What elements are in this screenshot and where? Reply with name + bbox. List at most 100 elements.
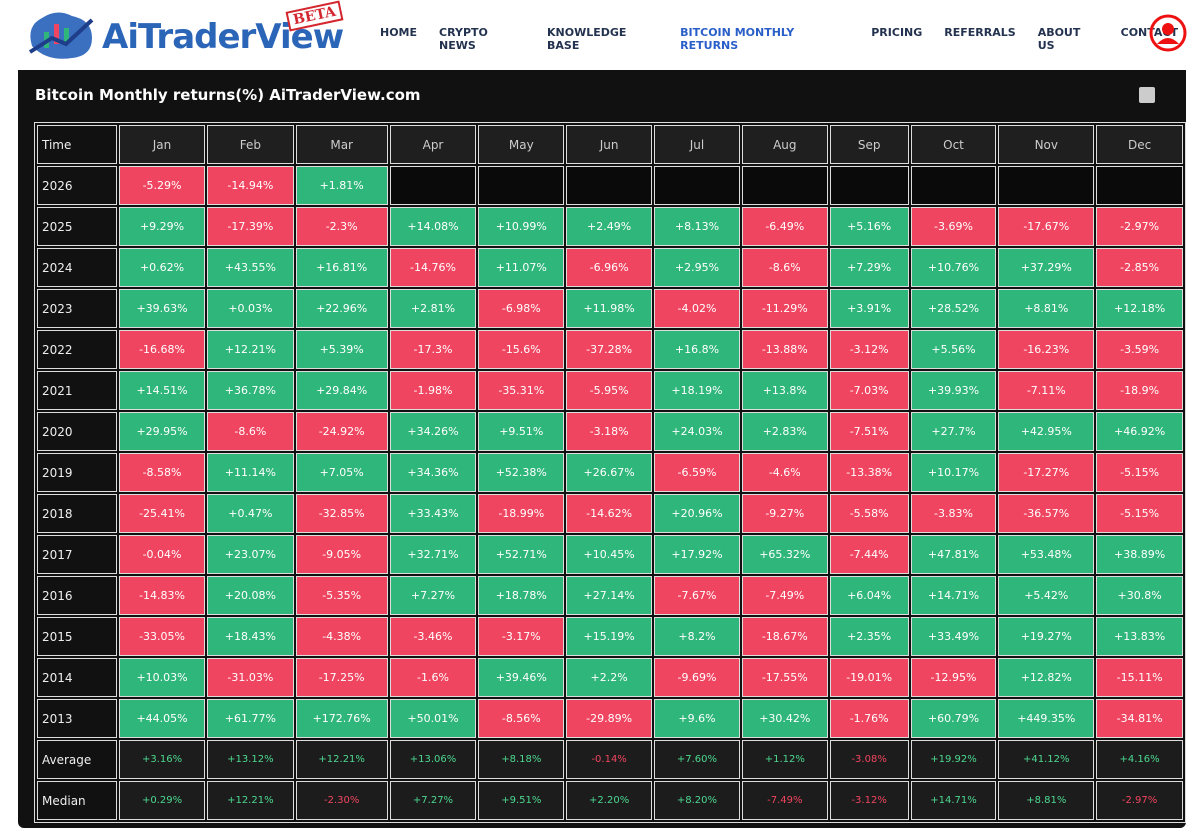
return-cell: +8.2% (654, 617, 740, 656)
return-cell: +7.27% (389, 576, 477, 615)
return-cell: -4.02% (654, 289, 740, 328)
return-cell: +172.76% (295, 699, 388, 738)
return-cell: +4.16% (1096, 740, 1183, 779)
return-cell: +8.81% (998, 289, 1095, 328)
return-cell: -4.6% (741, 453, 828, 492)
row-label: 2019 (37, 453, 118, 492)
return-cell: +39.93% (910, 371, 997, 410)
return-cell: -3.12% (829, 781, 909, 820)
nav-item[interactable]: BITCOIN MONTHLY RETURNS (680, 26, 795, 52)
return-cell: +11.14% (206, 453, 294, 492)
return-cell: -6.96% (566, 248, 653, 287)
return-cell: -8.6% (206, 412, 294, 451)
return-cell: -6.98% (478, 289, 565, 328)
return-cell: -7.49% (741, 781, 828, 820)
year-row: 2015 -33.05% +18.43% -4.38% -3.46% -3.17% +15.… (37, 617, 1183, 656)
return-cell: -37.28% (566, 330, 653, 369)
return-cell: -9.05% (295, 535, 388, 574)
return-cell: -14.76% (389, 248, 477, 287)
return-cell: -7.03% (829, 371, 909, 410)
nav-item[interactable]: HOME (380, 26, 418, 39)
return-cell: -14.83% (119, 576, 205, 615)
return-cell: -4.38% (295, 617, 388, 656)
return-cell: +27.14% (566, 576, 653, 615)
nav-item[interactable]: ABOUT US (1037, 26, 1081, 52)
return-cell: +29.84% (295, 371, 388, 410)
year-row: 2026 -5.29% -14.94% +1.81% (37, 166, 1183, 205)
row-label: 2022 (37, 330, 118, 369)
year-row: 2021 +14.51% +36.78% +29.84% -1.98% -35.31% -5… (37, 371, 1183, 410)
return-cell: -3.83% (910, 494, 997, 533)
return-cell: -3.18% (566, 412, 653, 451)
return-cell: +5.56% (910, 330, 997, 369)
return-cell: +52.38% (478, 453, 565, 492)
return-cell: -3.12% (829, 330, 909, 369)
row-label: 2013 (37, 699, 118, 738)
nav-item[interactable]: REFERRALS (944, 26, 1016, 39)
return-cell: -17.55% (741, 658, 828, 697)
return-cell: +1.81% (295, 166, 388, 205)
return-cell: +17.92% (654, 535, 740, 574)
column-header: Jul (654, 125, 740, 164)
return-cell: +0.62% (119, 248, 205, 287)
row-label: 2014 (37, 658, 118, 697)
header-row: Time Jan Feb Mar Apr May Jun Jul Aug Sep Oct Nov Dec (37, 125, 1183, 164)
return-cell: -11.29% (741, 289, 828, 328)
return-cell: +26.67% (566, 453, 653, 492)
return-cell: -18.99% (478, 494, 565, 533)
empty-cell (1096, 166, 1183, 205)
return-cell: -35.31% (478, 371, 565, 410)
return-cell: +9.51% (478, 412, 565, 451)
return-cell: -13.38% (829, 453, 909, 492)
return-cell: +14.51% (119, 371, 205, 410)
return-cell: +28.52% (910, 289, 997, 328)
return-cell: -19.01% (829, 658, 909, 697)
column-header: Aug (741, 125, 828, 164)
return-cell: -8.6% (741, 248, 828, 287)
return-cell: -7.44% (829, 535, 909, 574)
return-cell: +8.20% (654, 781, 740, 820)
return-cell: +0.47% (206, 494, 294, 533)
save-button[interactable] (1139, 87, 1155, 103)
nav-item[interactable]: PRICING (871, 26, 923, 39)
return-cell: -9.69% (654, 658, 740, 697)
return-cell: -13.88% (741, 330, 828, 369)
return-cell: -33.05% (119, 617, 205, 656)
row-label: 2015 (37, 617, 118, 656)
nav-item[interactable]: KNOWLEDGE BASE (547, 26, 627, 52)
return-cell: +12.18% (1096, 289, 1183, 328)
logo-text[interactable]: AiTraderView (102, 17, 344, 57)
return-cell: +34.36% (389, 453, 477, 492)
return-cell: -24.92% (295, 412, 388, 451)
return-cell: -5.29% (119, 166, 205, 205)
return-cell: -2.3% (295, 207, 388, 246)
return-cell: -2.85% (1096, 248, 1183, 287)
empty-cell (478, 166, 565, 205)
returns-table: Time Jan Feb Mar Apr May Jun Jul Aug Sep Oct Nov Dec… (34, 122, 1186, 823)
return-cell: +39.46% (478, 658, 565, 697)
return-cell: +34.26% (389, 412, 477, 451)
return-cell: -2.97% (1096, 207, 1183, 246)
user-icon[interactable] (1149, 14, 1187, 52)
return-cell: +13.8% (741, 371, 828, 410)
row-label: Average (37, 740, 118, 779)
return-cell: +27.7% (910, 412, 997, 451)
return-cell: -3.17% (478, 617, 565, 656)
return-cell: +0.29% (119, 781, 205, 820)
return-cell: +52.71% (478, 535, 565, 574)
return-cell: +15.19% (566, 617, 653, 656)
return-cell: -14.94% (206, 166, 294, 205)
return-cell: -2.97% (1096, 781, 1183, 820)
return-cell: -0.04% (119, 535, 205, 574)
nav-item[interactable]: CRYPTO NEWS (439, 26, 488, 52)
return-cell: +10.17% (910, 453, 997, 492)
empty-cell (566, 166, 653, 205)
return-cell: -18.9% (1096, 371, 1183, 410)
return-cell: -8.56% (478, 699, 565, 738)
empty-cell (741, 166, 828, 205)
row-label: 2021 (37, 371, 118, 410)
return-cell: +11.07% (478, 248, 565, 287)
year-row: 2024 +0.62% +43.55% +16.81% -14.76% +11.07% -6… (37, 248, 1183, 287)
return-cell: +2.20% (566, 781, 653, 820)
